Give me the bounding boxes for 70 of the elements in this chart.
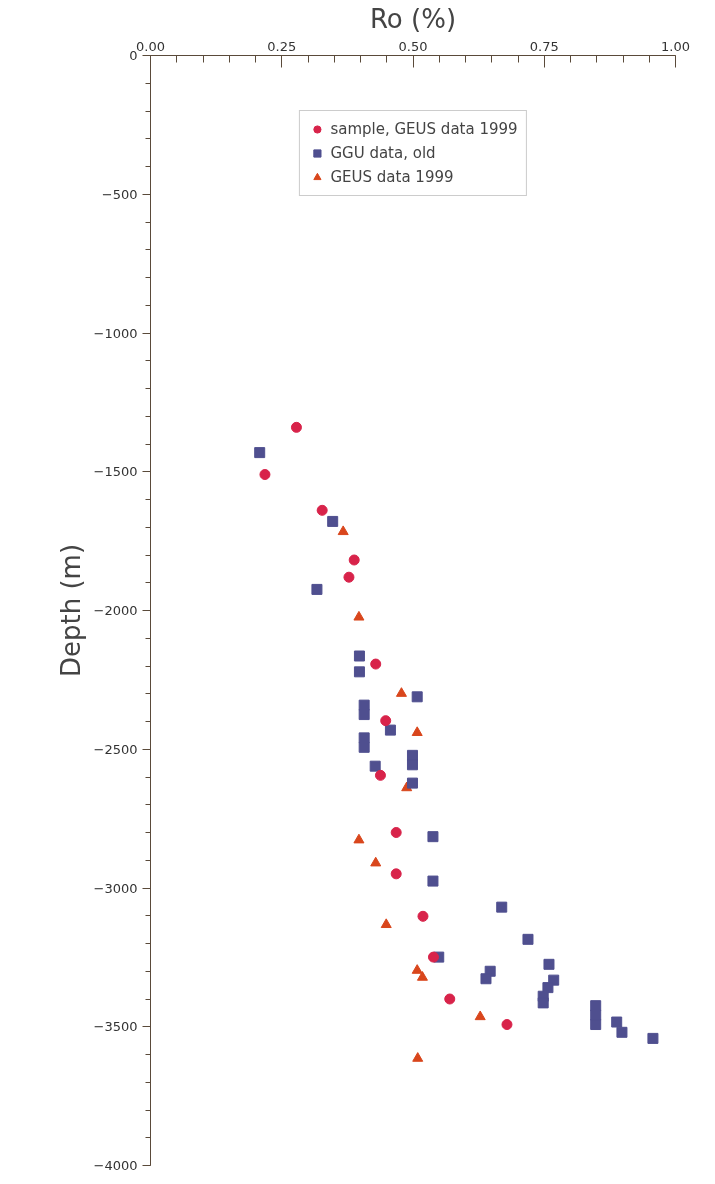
point [353, 650, 365, 662]
point [316, 504, 328, 516]
point [358, 709, 370, 721]
point [427, 951, 439, 963]
point [384, 724, 396, 736]
point [444, 993, 456, 1005]
point [406, 777, 418, 789]
y-tick-label: −1000 [93, 325, 138, 341]
point [259, 469, 271, 481]
legend-label: GGU data, old [330, 144, 436, 162]
point [611, 1016, 623, 1028]
y-tick-label: −3500 [93, 1019, 138, 1035]
point [358, 732, 370, 744]
point [501, 1019, 513, 1031]
point [474, 1010, 486, 1021]
point [358, 699, 370, 711]
y-tick-label: −3000 [93, 880, 138, 896]
point [390, 868, 402, 880]
point [254, 447, 266, 459]
point [590, 1019, 602, 1031]
point [647, 1032, 659, 1044]
x-tick-label: 1.00 [661, 38, 690, 54]
point [522, 933, 534, 945]
point [380, 918, 392, 929]
point [543, 958, 555, 970]
y-tick-label: −2500 [93, 741, 138, 757]
point [537, 997, 549, 1009]
x-axis-title: Ro (%) [369, 3, 457, 34]
legend-label: GEUS data 1999 [330, 168, 454, 186]
y-tick-label: 0 [129, 48, 138, 63]
point [411, 964, 423, 974]
point [353, 610, 365, 621]
point [480, 973, 492, 985]
legend-label: sample, GEUS data 1999 [330, 120, 518, 138]
y-axis-title: Depth (m) [55, 543, 86, 678]
point [369, 760, 381, 772]
point [353, 833, 365, 844]
x-tick-label: 0.75 [529, 38, 559, 54]
point [337, 525, 349, 536]
point [348, 554, 360, 566]
point [380, 715, 392, 727]
point [411, 691, 423, 703]
point [417, 910, 429, 922]
point [616, 1026, 628, 1038]
x-tick-label: 0.00 [136, 38, 165, 54]
y-tick-label: −2000 [93, 603, 138, 618]
x-tick-label: 0.25 [267, 38, 297, 54]
point [353, 666, 365, 678]
point [412, 1052, 424, 1062]
point [343, 571, 355, 583]
point [427, 875, 439, 887]
x-tick-label: 0.50 [398, 38, 428, 54]
y-tick-label: −4000 [93, 1158, 138, 1173]
point [496, 901, 508, 913]
point [411, 726, 423, 736]
point [370, 658, 382, 670]
point [406, 759, 418, 771]
point [358, 741, 370, 753]
point [590, 1009, 602, 1021]
point [427, 831, 439, 843]
point [390, 827, 402, 838]
point [374, 769, 386, 781]
point [416, 971, 428, 981]
point [327, 515, 339, 527]
point [311, 583, 323, 595]
point [395, 687, 407, 697]
y-tick-label: −500 [101, 186, 138, 202]
point [370, 856, 382, 867]
point [290, 421, 302, 433]
y-tick-label: −1500 [93, 464, 138, 480]
